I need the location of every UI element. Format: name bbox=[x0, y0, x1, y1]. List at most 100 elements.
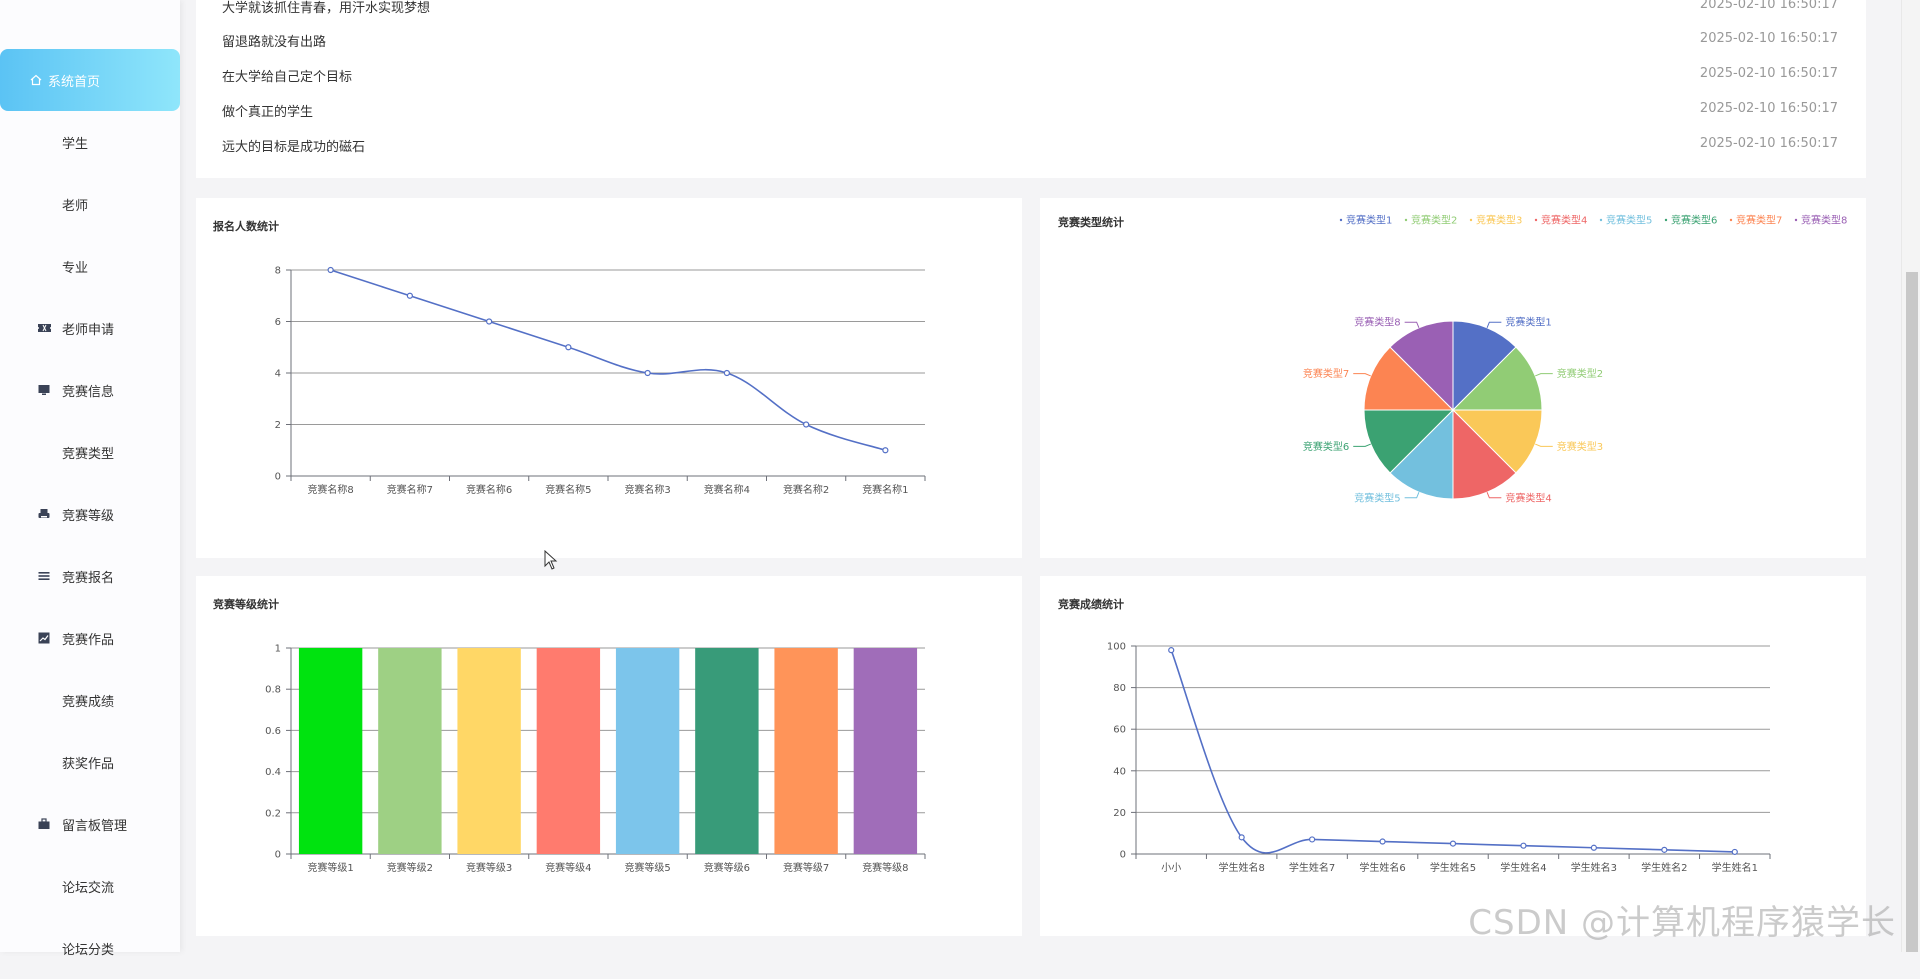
sidebar-item-students[interactable]: 学生 bbox=[0, 111, 180, 173]
x-tick-label: 竞赛名称1 bbox=[862, 483, 908, 496]
series-line bbox=[330, 269, 886, 452]
sidebar-item-teachers[interactable]: 老师 bbox=[0, 173, 180, 235]
pie-label-line bbox=[1404, 492, 1420, 499]
pie-slice bbox=[1363, 409, 1455, 474]
signup-chart-panel: 报名人数统计 0 2 4 6 8 竞赛名称8 竞赛名称7 竞赛名称6 竞赛名称5 竞赛名称3 竞赛名… bbox=[196, 198, 1022, 558]
pie-label-line bbox=[1486, 321, 1502, 328]
monitor-icon bbox=[38, 384, 50, 396]
legend-label: 竞赛类型8 bbox=[1801, 214, 1847, 227]
pie-label: 竞赛类型7 bbox=[1303, 367, 1349, 380]
bar bbox=[615, 648, 680, 854]
briefcase-icon bbox=[38, 818, 50, 830]
news-item[interactable]: 在大学给自己定个目标 2025-02-10 16:50:17 bbox=[196, 59, 1866, 89]
news-item[interactable]: 留退路就没有出路 2025-02-10 16:50:17 bbox=[196, 24, 1866, 54]
data-point bbox=[1168, 647, 1175, 654]
y-tick-label: 0.4 bbox=[265, 767, 281, 778]
sidebar-item-competition-level[interactable]: 竞赛等级 bbox=[0, 483, 180, 545]
legend-label: 竞赛类型1 bbox=[1346, 214, 1392, 227]
printer-icon bbox=[38, 508, 50, 520]
list-icon bbox=[38, 570, 50, 582]
y-tick-label: 80 bbox=[1113, 683, 1126, 694]
x-tick-label: 学生姓名5 bbox=[1430, 861, 1476, 874]
chart-icon bbox=[38, 632, 50, 644]
legend-marker bbox=[1469, 218, 1473, 222]
grid-icon bbox=[38, 136, 50, 148]
page-scrollbar[interactable] bbox=[1901, 0, 1920, 952]
scrollbar-thumb[interactable] bbox=[1906, 272, 1918, 952]
news-item[interactable]: 做个真正的学生 2025-02-10 16:50:17 bbox=[196, 94, 1866, 124]
sidebar-item-label: 竞赛报名 bbox=[62, 570, 115, 586]
sidebar-item-label: 竞赛等级 bbox=[62, 508, 115, 524]
news-item[interactable]: 远大的目标是成功的磁石 2025-02-10 16:50:17 bbox=[196, 129, 1866, 159]
news-date: 2025-02-10 16:50:17 bbox=[1699, 66, 1838, 81]
x-tick-label: 学生姓名8 bbox=[1218, 861, 1264, 874]
sidebar-item-forum-category[interactable]: 论坛分类 bbox=[0, 917, 180, 979]
sidebar-item-label: 论坛分类 bbox=[62, 942, 115, 958]
y-tick-label: 8 bbox=[275, 266, 281, 277]
y-tick-label: 6 bbox=[275, 317, 281, 328]
chart-title: 竞赛类型统计 bbox=[1058, 216, 1124, 229]
legend-label: 竞赛类型3 bbox=[1476, 214, 1522, 227]
sidebar-item-competition-works[interactable]: 竞赛作品 bbox=[0, 607, 180, 669]
y-tick-label: 100 bbox=[1107, 642, 1126, 653]
types-chart-panel: 竞赛类型统计 竞赛类型1 竞赛类型2 竞赛类型3 竞赛类型4 竞赛类型5 竞赛类型6 竞赛类… bbox=[1040, 198, 1866, 558]
bar bbox=[378, 648, 442, 854]
bar bbox=[298, 648, 363, 854]
sidebar-item-label: 老师申请 bbox=[62, 322, 115, 338]
data-point bbox=[1731, 848, 1738, 856]
x-tick-label: 学生姓名7 bbox=[1289, 861, 1335, 874]
pie-slice bbox=[1452, 408, 1517, 500]
pie-label: 竞赛类型4 bbox=[1505, 491, 1551, 504]
sidebar-item-competition-type[interactable]: 竞赛类型 bbox=[0, 421, 180, 483]
sidebar-item-majors[interactable]: 专业 bbox=[0, 235, 180, 297]
legend-label: 竞赛类型7 bbox=[1736, 214, 1782, 227]
sidebar-item-label: 竞赛作品 bbox=[62, 632, 115, 648]
data-point bbox=[1449, 840, 1457, 847]
legend-label: 竞赛类型4 bbox=[1541, 214, 1587, 227]
news-item[interactable]: 大学就该抓住青春，用汗水实现梦想 2025-02-10 16:50:17 bbox=[196, 0, 1866, 20]
x-tick-label: 竞赛名称4 bbox=[704, 483, 750, 496]
sidebar-item-awarded-works[interactable]: 获奖作品 bbox=[0, 731, 180, 793]
y-tick-label: 0.6 bbox=[265, 726, 281, 737]
x-tick-label: 竞赛等级8 bbox=[862, 861, 908, 874]
pie-slice bbox=[1363, 346, 1455, 411]
x-tick-label: 竞赛等级1 bbox=[307, 861, 353, 874]
sidebar-item-message-board[interactable]: 留言板管理 bbox=[0, 793, 180, 855]
y-tick-label: 20 bbox=[1113, 808, 1126, 819]
sidebar-item-competition-info[interactable]: 竞赛信息 bbox=[0, 359, 180, 421]
chart-title: 报名人数统计 bbox=[213, 220, 279, 233]
y-tick-label: 1 bbox=[275, 644, 281, 655]
x-tick-label: 竞赛等级2 bbox=[387, 861, 433, 874]
sidebar-item-competition-signup[interactable]: 竞赛报名 bbox=[0, 545, 180, 607]
data-point bbox=[1590, 844, 1597, 851]
home-icon bbox=[30, 74, 42, 86]
sidebar-item-forum[interactable]: 论坛交流 bbox=[0, 855, 180, 917]
legend-marker bbox=[1729, 218, 1733, 222]
x-tick-label: 学生姓名2 bbox=[1641, 861, 1687, 874]
series-line bbox=[1170, 649, 1735, 854]
ticket-icon bbox=[38, 322, 51, 334]
data-point bbox=[1238, 834, 1245, 841]
sidebar-item-label: 竞赛类型 bbox=[62, 446, 115, 462]
pie-label: 竞赛类型1 bbox=[1505, 316, 1551, 329]
sidebar-item-competition-scores[interactable]: 竞赛成绩 bbox=[0, 669, 180, 731]
x-tick-label: 竞赛等级3 bbox=[466, 861, 512, 874]
data-point bbox=[486, 318, 493, 325]
legend-marker bbox=[1599, 218, 1603, 222]
sidebar-item-teacher-apply[interactable]: 老师申请 bbox=[0, 297, 180, 359]
y-tick-label: 0.2 bbox=[265, 808, 281, 819]
grid-icon bbox=[38, 880, 50, 892]
signup-line-chart: 0 2 4 6 8 竞赛名称8 竞赛名称7 竞赛名称6 竞赛名称5 竞赛名称3 竞赛名称4 竞赛名称2… bbox=[275, 266, 926, 496]
x-tick-label: 竞赛名称5 bbox=[545, 483, 591, 496]
y-tick-label: 2 bbox=[275, 420, 281, 431]
x-tick-label: 竞赛名称3 bbox=[624, 483, 670, 496]
sidebar-item-home[interactable]: 系统首页 bbox=[0, 49, 180, 111]
bar bbox=[536, 648, 601, 854]
pie-label-line bbox=[1353, 443, 1371, 447]
data-point bbox=[1520, 842, 1527, 849]
sidebar-item-label: 学生 bbox=[62, 136, 89, 152]
types-pie-chart: 竞赛类型1 竞赛类型2 竞赛类型3 竞赛类型4 竞赛类型5 竞赛类型6 竞赛类型7 竞赛类型8… bbox=[1303, 214, 1848, 505]
news-date: 2025-02-10 16:50:17 bbox=[1699, 101, 1838, 116]
y-tick-label: 4 bbox=[275, 369, 281, 380]
news-title: 做个真正的学生 bbox=[222, 105, 314, 120]
